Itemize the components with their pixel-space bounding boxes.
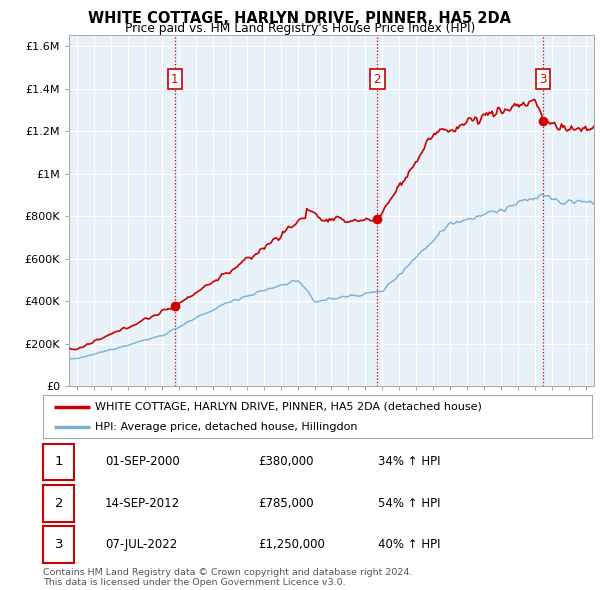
Text: 2: 2 <box>373 73 381 86</box>
Text: WHITE COTTAGE, HARLYN DRIVE, PINNER, HA5 2DA: WHITE COTTAGE, HARLYN DRIVE, PINNER, HA5… <box>89 11 511 25</box>
Text: 34% ↑ HPI: 34% ↑ HPI <box>378 455 440 468</box>
Text: 40% ↑ HPI: 40% ↑ HPI <box>378 538 440 551</box>
Text: 2: 2 <box>55 497 63 510</box>
Text: 1: 1 <box>55 455 63 468</box>
Text: Contains HM Land Registry data © Crown copyright and database right 2024.
This d: Contains HM Land Registry data © Crown c… <box>43 568 413 587</box>
Text: Price paid vs. HM Land Registry's House Price Index (HPI): Price paid vs. HM Land Registry's House … <box>125 22 475 35</box>
Text: 3: 3 <box>55 538 63 551</box>
Text: 54% ↑ HPI: 54% ↑ HPI <box>378 497 440 510</box>
Text: 3: 3 <box>539 73 547 86</box>
Text: 1: 1 <box>171 73 179 86</box>
Text: HPI: Average price, detached house, Hillingdon: HPI: Average price, detached house, Hill… <box>95 422 358 432</box>
Text: 01-SEP-2000: 01-SEP-2000 <box>105 455 180 468</box>
Text: £1,250,000: £1,250,000 <box>258 538 325 551</box>
Text: 14-SEP-2012: 14-SEP-2012 <box>105 497 180 510</box>
Text: WHITE COTTAGE, HARLYN DRIVE, PINNER, HA5 2DA (detached house): WHITE COTTAGE, HARLYN DRIVE, PINNER, HA5… <box>95 402 482 412</box>
Text: £380,000: £380,000 <box>258 455 314 468</box>
Text: £785,000: £785,000 <box>258 497 314 510</box>
Text: 07-JUL-2022: 07-JUL-2022 <box>105 538 177 551</box>
